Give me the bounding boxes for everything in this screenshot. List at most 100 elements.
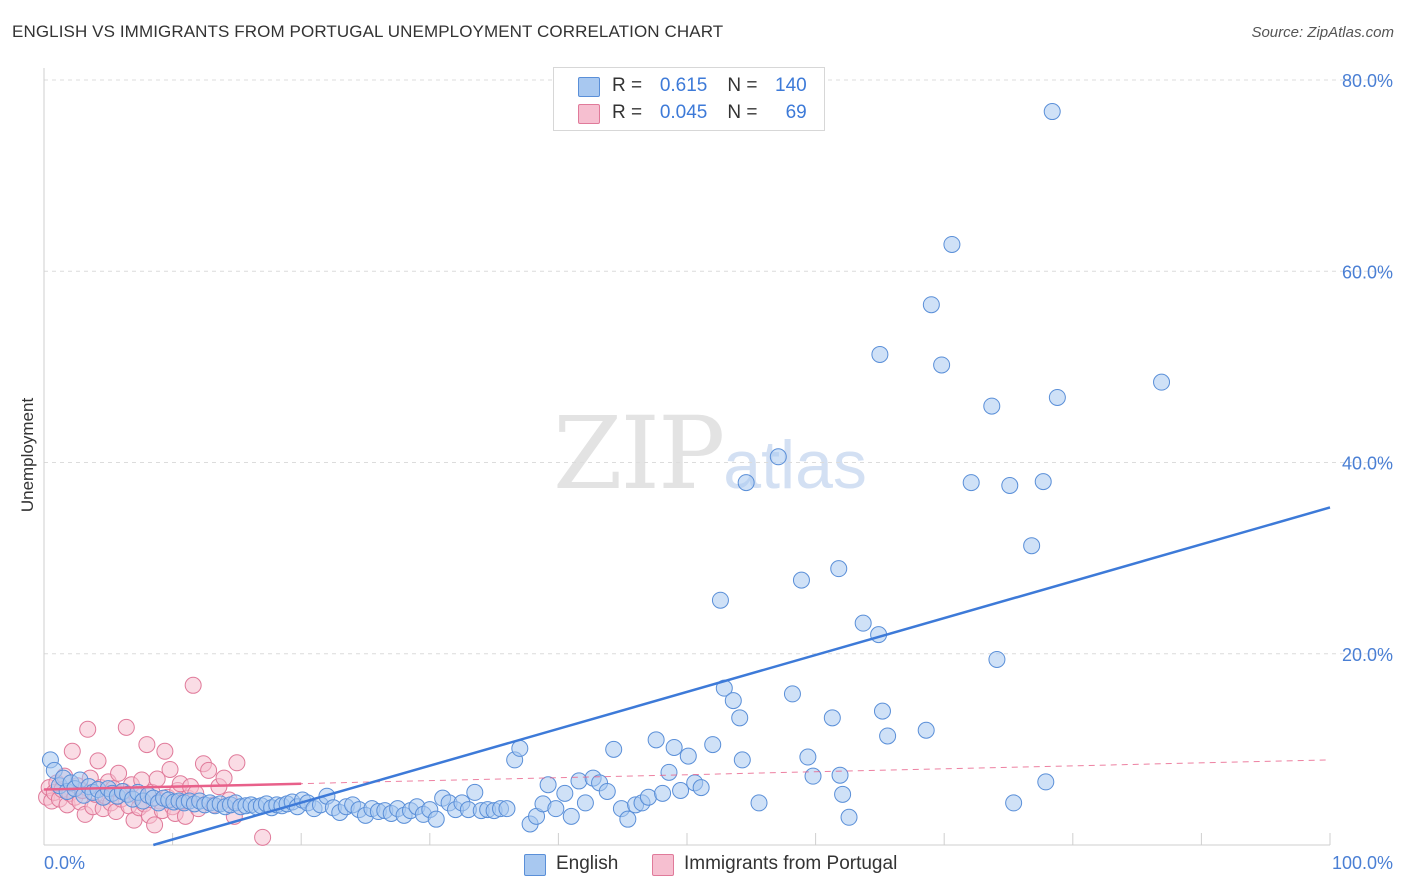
english-point [466, 783, 484, 801]
english-point [511, 739, 529, 757]
english-point [539, 776, 557, 794]
legend-r-value: 0.045 [659, 102, 708, 123]
legend-swatch-english [524, 854, 546, 876]
english-point [873, 702, 891, 720]
english-point [1037, 773, 1055, 791]
english-point [498, 800, 516, 818]
english-point [654, 784, 672, 802]
portugal-point [215, 769, 233, 787]
english-point [598, 782, 616, 800]
english-points [41, 103, 1171, 833]
english-point [692, 779, 710, 797]
legend-r-value: 0.615 [659, 75, 708, 96]
english-point [1153, 373, 1171, 391]
legend-swatch-portugal [652, 854, 674, 876]
english-point [871, 345, 889, 363]
english-point [988, 650, 1006, 668]
english-point [1034, 473, 1052, 491]
english-point [679, 747, 697, 765]
legend-n-value: 140 [775, 75, 807, 96]
english-point [840, 808, 858, 826]
english-point [804, 767, 822, 785]
english-point [933, 356, 951, 374]
english-point [556, 784, 574, 802]
english-point [704, 736, 722, 754]
english-point [769, 448, 787, 466]
english-point [711, 591, 729, 609]
english-point [917, 721, 935, 739]
english-point [547, 800, 565, 818]
legend-text-portugal: R = 0.045 N = 69 [612, 102, 807, 124]
english-point [724, 692, 742, 710]
english-point [879, 727, 897, 745]
english-point [823, 709, 841, 727]
portugal-point [156, 742, 174, 760]
portugal-point [200, 761, 218, 779]
english-point [619, 810, 637, 828]
english-point [831, 766, 849, 784]
english-point [665, 738, 683, 756]
axes [43, 68, 1331, 846]
english-point [1043, 103, 1061, 121]
portugal-point [110, 764, 128, 782]
y-tick-label: 20.0% [1342, 645, 1393, 665]
english-point [737, 474, 755, 492]
x-tick-label: 100.0% [1332, 853, 1393, 873]
english-point [647, 731, 665, 749]
portugal-trend-line [43, 782, 302, 791]
y-tick-label: 40.0% [1342, 454, 1393, 474]
english-point [731, 709, 749, 727]
english-point [1005, 794, 1023, 812]
english-point [427, 810, 445, 828]
portugal-point [79, 720, 97, 738]
series-legend: English Immigrants from Portugal [0, 853, 1406, 879]
stats-legend: R = 0.615 N = 140 R = 0.045 N = 69 [553, 67, 825, 131]
english-point [983, 397, 1001, 415]
english-point [672, 781, 690, 799]
english-point [1001, 476, 1019, 494]
legend-swatch-portugal [578, 104, 600, 124]
english-point [792, 571, 810, 589]
legend-swatch-english [578, 77, 600, 97]
english-point [562, 807, 580, 825]
english-point [660, 763, 678, 781]
english-point [943, 235, 961, 253]
legend-label-english: English [556, 853, 619, 874]
english-point [639, 788, 657, 806]
watermark: ZIPatlas [553, 395, 867, 512]
gridlines [44, 79, 1392, 655]
x-tick-label: 0.0% [44, 853, 85, 873]
y-tick-label: 80.0% [1342, 71, 1393, 91]
watermark-zip: ZIP [553, 395, 725, 512]
tick-labels: 20.0% 40.0% 60.0% 80.0% 0.0% 100.0% [44, 71, 1393, 873]
source-label: Source: ZipAtlas.com [1251, 24, 1394, 41]
english-point [854, 614, 872, 632]
english-point [733, 751, 751, 769]
english-point [576, 794, 594, 812]
english-point [1048, 388, 1066, 406]
english-point [783, 685, 801, 703]
english-point [830, 560, 848, 578]
english-point [962, 474, 980, 492]
legend-n-label: N = [727, 102, 763, 123]
english-point [834, 785, 852, 803]
english-point [1023, 537, 1041, 555]
portugal-point [184, 676, 202, 694]
chart-title: ENGLISH VS IMMIGRANTS FROM PORTUGAL UNEM… [12, 22, 724, 41]
portugal-point [89, 752, 107, 770]
english-point [799, 748, 817, 766]
portugal-point [138, 736, 156, 754]
english-point [605, 740, 623, 758]
portugal-point [161, 760, 179, 778]
y-tick-label: 60.0% [1342, 262, 1393, 282]
english-point [750, 794, 768, 812]
english-point [570, 772, 588, 790]
english-point [922, 296, 940, 314]
portugal-point [63, 742, 81, 760]
portugal-point [146, 816, 164, 834]
portugal-point [228, 754, 246, 772]
legend-n-value: 69 [785, 102, 807, 123]
portugal-point [117, 718, 135, 736]
legend-text-english: R = 0.615 N = 140 [612, 75, 807, 97]
